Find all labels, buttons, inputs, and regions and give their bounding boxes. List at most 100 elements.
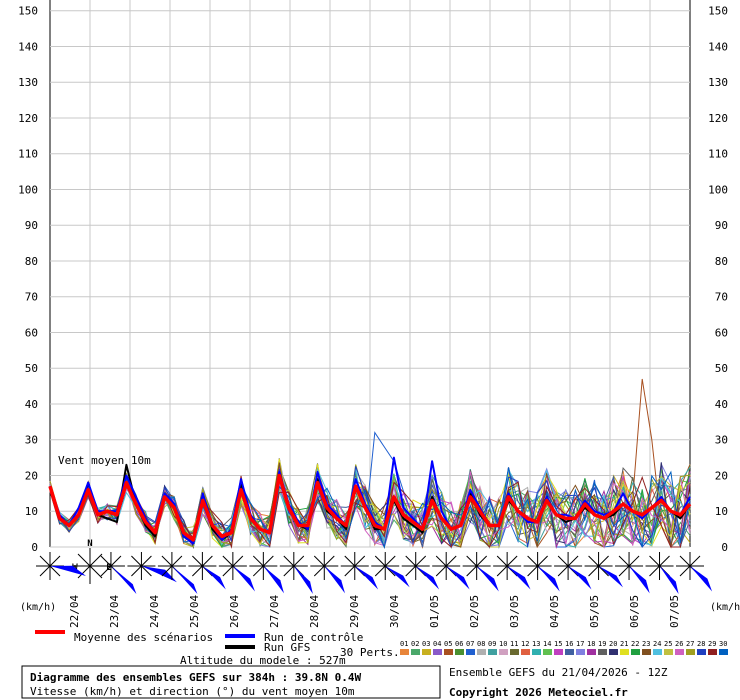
y-tick-label-right: 50	[715, 362, 728, 375]
pert-swatch	[686, 649, 695, 655]
y-tick-label-left: 30	[25, 434, 38, 447]
pert-swatch	[697, 649, 706, 655]
wind-wedge	[537, 566, 560, 592]
wind-rose-icon	[554, 552, 592, 590]
copyright: Copyright 2026 Meteociel.fr	[449, 686, 628, 699]
wind-wedge	[232, 566, 255, 592]
pert-swatch	[653, 649, 662, 655]
pert-swatch	[554, 649, 563, 655]
y-tick-label-right: 30	[715, 434, 728, 447]
y-tick-label-right: 90	[715, 219, 728, 232]
wind-rose-icon	[584, 552, 623, 588]
y-tick-label-left: 90	[25, 219, 38, 232]
wind-wedge	[141, 566, 177, 583]
y-tick-label-right: 20	[715, 469, 728, 482]
info-box	[21, 665, 441, 699]
plot-grid	[49, 0, 691, 548]
date-labels: 22/04 23/04 24/04 25/04 26/04 27/04 28/04 29/04…	[68, 595, 681, 628]
pert-swatch	[543, 649, 552, 655]
pert-swatch	[598, 649, 607, 655]
wind-wedge	[293, 566, 313, 594]
pert-swatch	[488, 649, 497, 655]
legend-mean-label: Moyenne des scénarios	[74, 631, 213, 644]
pert-number: 22	[631, 640, 639, 648]
wind-wedge	[385, 566, 410, 588]
legend-perts-label: 30 Perts.	[340, 646, 400, 659]
pert-number: 14	[543, 640, 551, 648]
pert-swatch	[455, 649, 464, 655]
wind-wedge	[263, 566, 284, 594]
date-label: 06/05	[628, 595, 641, 628]
pert-swatch	[719, 649, 728, 655]
annotation-vent-moyen: Vent moyen 10m	[58, 454, 151, 467]
date-label: 01/05	[428, 595, 441, 628]
wind-wedge	[324, 566, 345, 594]
y-tick-label-right: 0	[721, 541, 728, 554]
pert-swatch	[609, 649, 618, 655]
pert-number: 06	[455, 640, 463, 648]
wind-wedge	[659, 566, 679, 594]
pert-number: 03	[422, 640, 430, 648]
altitude-label: Altitude du modele : 527m	[180, 654, 346, 667]
pert-number: 23	[642, 640, 650, 648]
wind-wedge	[415, 566, 440, 590]
y-tick-label-left: 80	[25, 255, 38, 268]
y-tick-label-left: 120	[18, 112, 38, 125]
info-title: Diagramme des ensembles GEFS sur 384h : …	[30, 671, 362, 684]
y-tick-label-right: 70	[715, 291, 728, 304]
wind-rose-icon	[493, 552, 531, 590]
pert-number: 10	[499, 640, 507, 648]
pert-swatch	[521, 649, 530, 655]
pert-swatch	[565, 649, 574, 655]
date-label: 30/04	[388, 595, 401, 628]
date-label: 29/04	[348, 595, 361, 628]
date-label: 05/05	[588, 595, 601, 628]
date-label: 22/04	[68, 595, 81, 628]
wind-wedge	[354, 566, 379, 590]
date-label: 25/04	[188, 595, 201, 628]
date-label: 04/05	[548, 595, 561, 628]
y-tick-label-right: 10	[715, 505, 728, 518]
wind-wedge	[202, 566, 226, 590]
wind-wedge	[629, 566, 650, 594]
wind-wedge	[476, 566, 499, 592]
wind-rose-icon	[371, 552, 410, 588]
wind-direction-row	[36, 552, 713, 594]
pert-number: 30	[719, 640, 727, 648]
y-tick-label-left: 20	[25, 469, 38, 482]
wind-rose-icon	[36, 552, 86, 580]
y-tick-label-right: 150	[708, 5, 728, 18]
date-label: 07/05	[668, 595, 681, 628]
pert-number: 07	[466, 640, 474, 648]
compass-n: N	[87, 539, 92, 549]
pert-swatch	[708, 649, 717, 655]
pert-number: 26	[675, 640, 683, 648]
wind-wedge	[568, 566, 592, 590]
pert-number: 13	[532, 640, 540, 648]
wind-rose-icon	[340, 552, 379, 590]
y-tick-label-left: 100	[18, 183, 38, 196]
y-tick-label-right: 100	[708, 183, 728, 196]
pert-swatch	[510, 649, 519, 655]
y-tick-label-right: 110	[708, 148, 728, 161]
pert-number: 28	[697, 640, 705, 648]
wind-rose-icon	[523, 552, 560, 592]
pert-number: 15	[554, 640, 562, 648]
date-label: 23/04	[108, 595, 121, 628]
date-label: 24/04	[148, 595, 161, 628]
pert-number: 24	[653, 640, 661, 648]
y-tick-label-right: 140	[708, 40, 728, 53]
pert-number: 25	[664, 640, 672, 648]
y-axis-left: 0 10 20 30 40 50 60 70 80 90 100 110 120 130 140 150	[18, 5, 38, 554]
pert-swatch	[444, 649, 453, 655]
y-tick-label-right: 120	[708, 112, 728, 125]
date-label: 03/05	[508, 595, 521, 628]
wind-rose-icon	[157, 552, 198, 594]
pert-number: 11	[510, 640, 518, 648]
wind-wedge	[50, 565, 86, 576]
unit-right: (km/h)	[710, 602, 740, 613]
y-tick-label-right: 80	[715, 255, 728, 268]
y-tick-label-left: 60	[25, 326, 38, 339]
y-tick-label-right: 60	[715, 326, 728, 339]
